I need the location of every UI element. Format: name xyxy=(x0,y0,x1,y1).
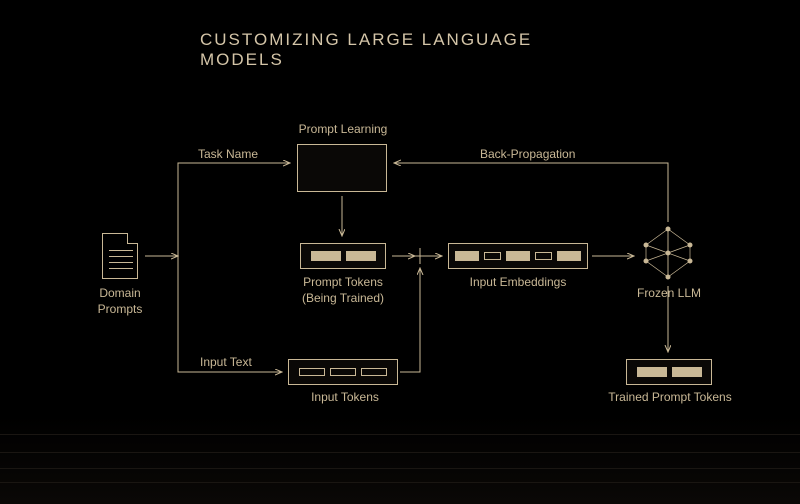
token xyxy=(672,367,702,377)
trained-prompt-tokens-label: Trained Prompt Tokens xyxy=(600,390,740,406)
task-name-label: Task Name xyxy=(198,147,258,163)
input-text-label: Input Text xyxy=(200,355,252,371)
token xyxy=(455,251,479,261)
prompt-tokens-box xyxy=(300,243,386,269)
token xyxy=(361,368,387,376)
prompt-learning-label: Prompt Learning xyxy=(295,122,391,138)
input-tokens-box xyxy=(288,359,398,385)
input-embeddings-label: Input Embeddings xyxy=(462,275,574,291)
back-propagation-label: Back-Propagation xyxy=(480,147,575,163)
frozen-llm-label: Frozen LLM xyxy=(633,286,705,302)
token xyxy=(330,368,356,376)
domain-prompts-label: Domain Prompts xyxy=(85,286,155,317)
prompt-tokens-label: Prompt Tokens (Being Trained) xyxy=(293,275,393,306)
arrow-inputtok-to-plus xyxy=(400,268,420,372)
input-tokens-label: Input Tokens xyxy=(305,390,385,406)
token xyxy=(299,368,325,376)
token xyxy=(557,251,581,261)
arrow-split-up xyxy=(178,163,290,256)
token xyxy=(346,251,376,261)
token xyxy=(506,251,530,261)
token xyxy=(637,367,667,377)
token xyxy=(311,251,341,261)
input-embeddings-box xyxy=(448,243,588,269)
prompt-learning-box xyxy=(297,144,387,192)
trained-prompt-tokens-box xyxy=(626,359,712,385)
frozen-llm-icon xyxy=(640,225,696,281)
token xyxy=(484,252,501,260)
arrow-llm-to-circuit-back xyxy=(394,163,668,222)
token xyxy=(535,252,552,260)
plus-icon xyxy=(412,248,428,264)
document-icon xyxy=(102,233,138,279)
